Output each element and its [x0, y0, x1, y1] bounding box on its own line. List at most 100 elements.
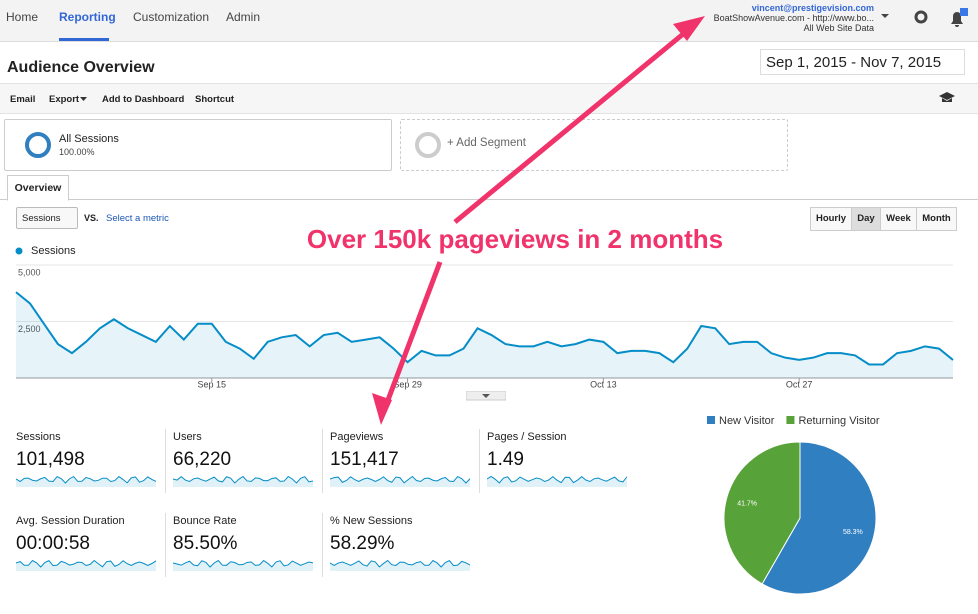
series-line [15, 291, 954, 366]
pie-slice [723, 441, 801, 585]
date-range[interactable]: Sep 1, 2015 - Nov 7, 2015 [760, 49, 965, 75]
pie-slice [761, 441, 877, 595]
sparkline-line [487, 475, 627, 484]
settings-icon[interactable] [914, 10, 928, 24]
metric-grid: Sessions 101,498 Users 66,220 Pageviews 151,4… [0, 425, 640, 585]
metric-divider [322, 429, 323, 493]
legend-label: New Visitor [719, 415, 775, 427]
legend-swatch [786, 416, 795, 424]
nav-tab[interactable]: Home [6, 10, 39, 24]
x-tick-label: Sep 15 [198, 379, 227, 389]
sparkline-area [487, 476, 627, 487]
metric-value: 151,417 [330, 449, 399, 470]
metric-label: Avg. Session Duration [16, 515, 125, 527]
metric-value: 00:00:58 [16, 533, 90, 554]
metric-label: % New Sessions [330, 515, 413, 527]
metric-sparkline [330, 475, 470, 487]
academy-icon[interactable] [938, 92, 956, 104]
segment-add[interactable]: + Add Segment [400, 119, 788, 171]
toolbar: Email Export Add to Dashboard Shortcut [0, 83, 978, 114]
sparkline-line [330, 559, 470, 568]
date-separator: - [851, 54, 857, 71]
segment-name: All Sessions [59, 133, 119, 145]
legend-dot [15, 247, 23, 255]
metric-value: 58.29% [330, 533, 395, 554]
account-site[interactable]: BoatShowAvenue.com - http://www.bo... [713, 13, 874, 23]
metric-divider [165, 513, 166, 577]
account-email[interactable]: vincent@prestigevision.com [751, 3, 874, 13]
page-title: Audience Overview [7, 59, 155, 76]
metric-value: 1.49 [487, 449, 524, 470]
granularity-button[interactable]: Day [851, 207, 881, 231]
pie-value-label: 58.3% [843, 529, 863, 536]
metric-value: 101,498 [16, 449, 85, 470]
segment-add-icon [415, 132, 441, 158]
select-metric-link[interactable]: Select a metric [106, 213, 169, 224]
legend-label: Returning Visitor [798, 415, 879, 427]
segment-icon [25, 132, 51, 158]
date-start: Sep 1, 2015 [766, 54, 847, 71]
metric-label: Pageviews [330, 431, 384, 443]
segment-active[interactable]: All Sessions 100.00% [4, 119, 392, 171]
granularity-button[interactable]: Hourly [810, 207, 852, 231]
sparkline-line [173, 475, 313, 484]
y-tick-label: 5,000 [18, 267, 41, 277]
chart-collapse[interactable] [466, 391, 506, 401]
metric-label: Sessions [16, 431, 61, 443]
sparkline-line [173, 559, 313, 568]
sparkline-line [330, 475, 470, 484]
tab-rule [0, 199, 978, 200]
legend-swatch [707, 416, 715, 424]
x-tick-label: Sep 29 [393, 379, 422, 389]
nav-tab[interactable]: Reporting [59, 10, 116, 24]
metric-label: Bounce Rate [173, 515, 237, 527]
sparkline-line [16, 475, 156, 484]
granularity-button[interactable]: Week [880, 207, 917, 231]
granularity-button[interactable]: Month [916, 207, 957, 231]
metric-value: 66,220 [173, 449, 232, 470]
sparkline-area [173, 476, 313, 487]
metric-sparkline [16, 475, 156, 487]
nav-tab[interactable]: Customization [133, 10, 210, 24]
toolbar-button[interactable]: Email [10, 94, 36, 105]
segment-add-label: + Add Segment [447, 137, 526, 149]
metric-divider [479, 429, 480, 493]
visitor-pie: New Visitor Returning Visitor 58.3% 41.7% [707, 415, 880, 595]
active-indicator [59, 38, 109, 41]
metric-sparkline [16, 559, 156, 571]
top-nav: Home Reporting Customization Admin vince… [0, 0, 978, 42]
metric-sparkline [487, 475, 627, 487]
metric-sparkline [173, 475, 313, 487]
series-area [16, 292, 953, 378]
nav-icons [881, 8, 968, 27]
account-caret[interactable] [881, 14, 889, 18]
toolbar-button[interactable]: Export [49, 94, 80, 105]
sparkline-area [330, 560, 470, 571]
vs-label: VS. [84, 213, 99, 223]
metric-label: Pages / Session [487, 431, 567, 443]
overview-tab[interactable]: Overview [7, 175, 69, 201]
sessions-chart: 2,500 5,000 Sep 15 Sep 29 Oct 13 Oct 27 Sessio… [15, 245, 954, 389]
nav-tab[interactable]: Admin [226, 10, 261, 24]
segment-percent: 100.00% [59, 147, 95, 157]
sparkline-area [173, 560, 313, 571]
toolbar-button[interactable]: Add to Dashboard [102, 94, 185, 105]
metric-sparkline [330, 559, 470, 571]
metric-divider [165, 429, 166, 493]
x-tick-label: Oct 13 [590, 379, 617, 389]
x-tick-label: Oct 27 [786, 379, 813, 389]
metric-divider [322, 513, 323, 577]
sparkline-area [16, 476, 156, 487]
metric-select[interactable]: Sessions [16, 207, 78, 229]
account-view[interactable]: All Web Site Data [803, 23, 874, 33]
toolbar-button[interactable]: Shortcut [195, 94, 235, 105]
y-tick-label: 2,500 [18, 324, 41, 334]
metric-value: 85.50% [173, 533, 238, 554]
date-end: Nov 7, 2015 [860, 54, 942, 71]
notification-badge [960, 8, 968, 16]
metric-sparkline [173, 559, 313, 571]
legend-label: Sessions [31, 245, 76, 257]
sparkline-line [16, 559, 156, 568]
pie-value-label: 41.7% [737, 501, 757, 508]
